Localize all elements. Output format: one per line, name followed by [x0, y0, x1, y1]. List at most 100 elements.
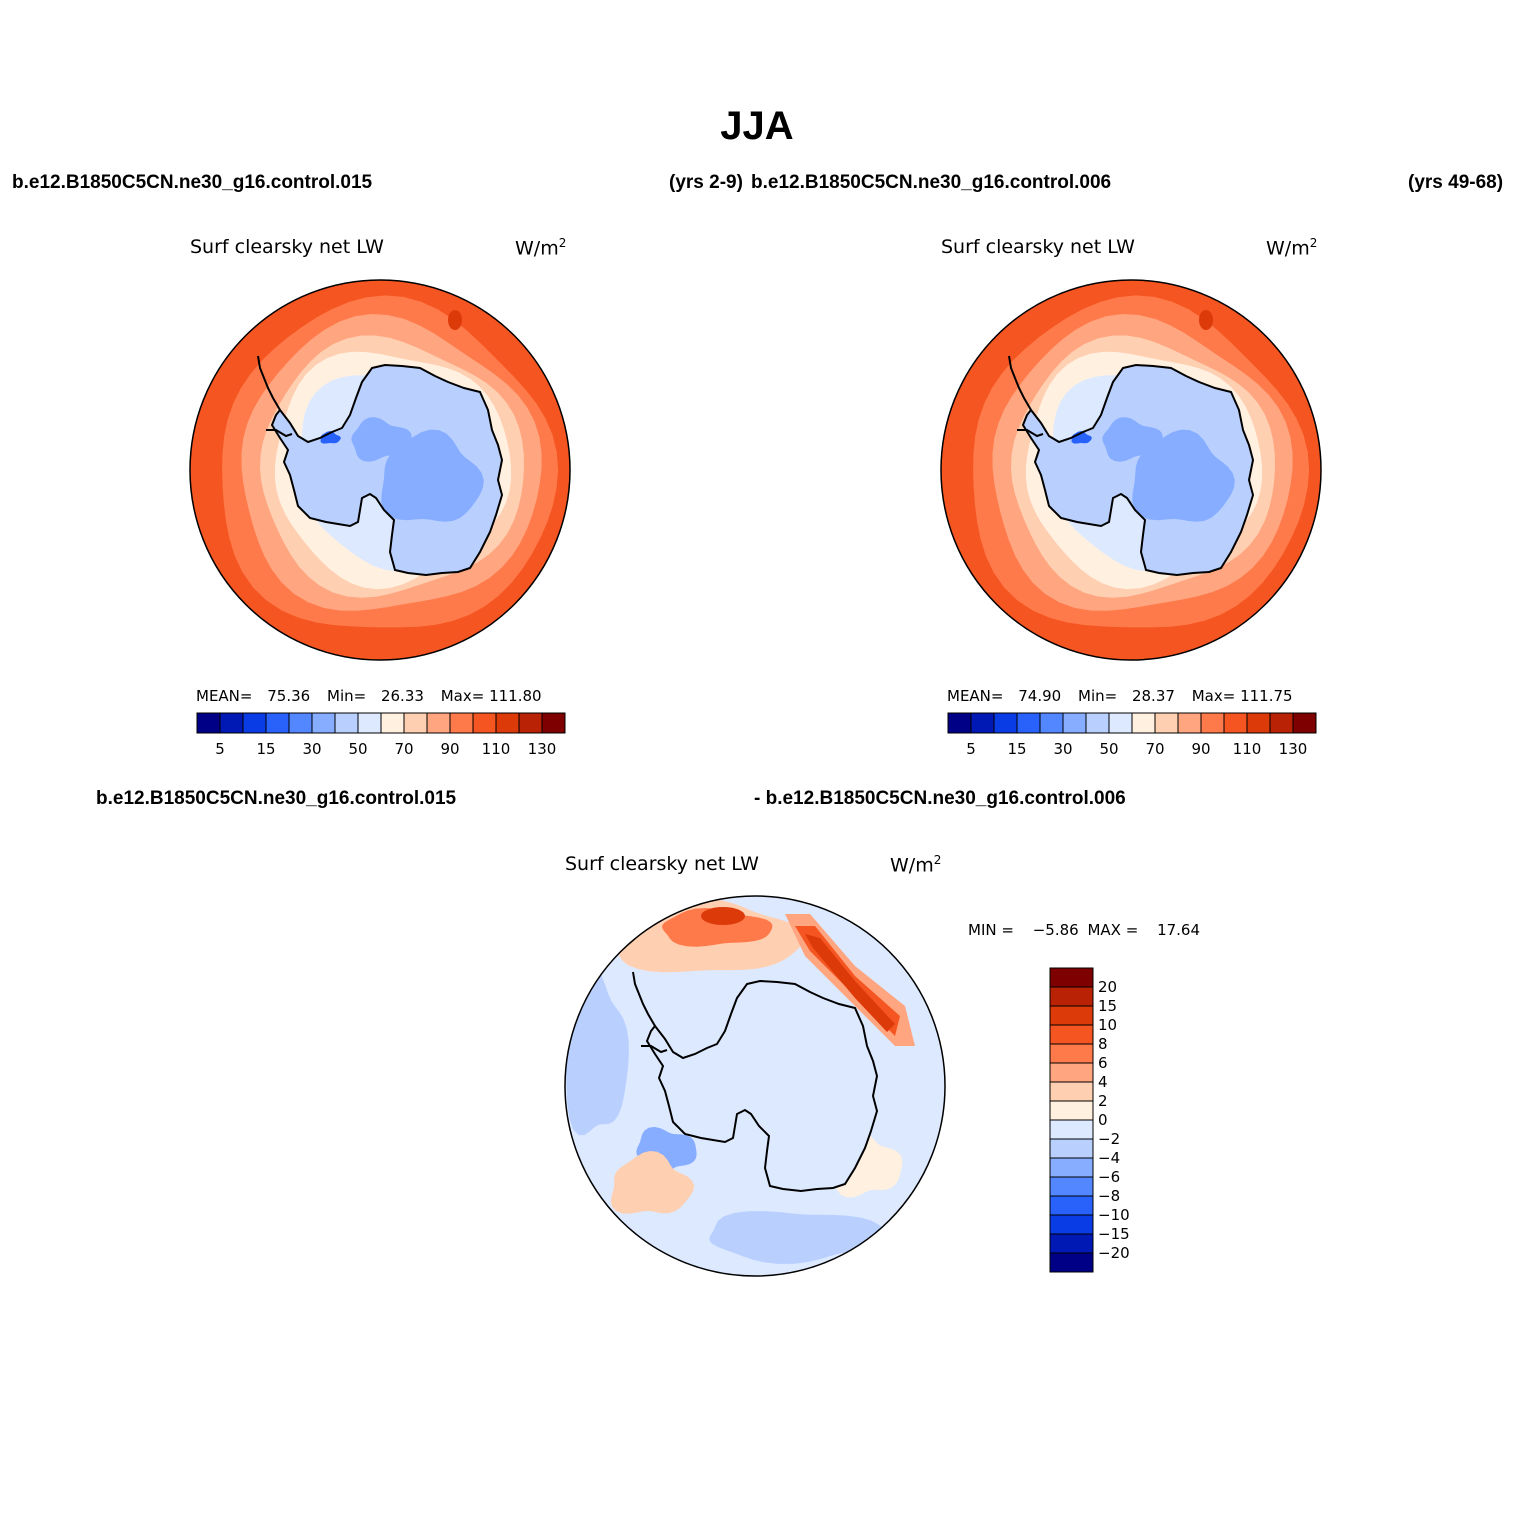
- field-band-3: [805, 934, 895, 1032]
- colorbar-box: [472, 712, 497, 734]
- colorbar-box: [1049, 1138, 1094, 1159]
- colorbar-tick-label: 70: [1145, 740, 1164, 758]
- panel1-colorbar: 5 15 30 50 70 90 110 130: [196, 712, 566, 758]
- panel1-max-label: Max=: [440, 687, 485, 705]
- panel2-max-label: Max=: [1191, 687, 1236, 705]
- colorbar-box: [1049, 1176, 1094, 1197]
- colorbar-tick-label: 15: [256, 740, 275, 758]
- case-a-years: (yrs 2-9): [669, 172, 743, 193]
- panel1-polar-map: [189, 279, 571, 661]
- colorbar-tick-label: 30: [302, 740, 321, 758]
- diff-case-a-title: b.e12.B1850C5CN.ne30_g16.control.015: [96, 788, 457, 809]
- panel1-mean-label: MEAN=: [196, 687, 253, 705]
- colorbar-tick-label: 0: [1098, 1111, 1108, 1129]
- colorbar-box: [1049, 1100, 1094, 1121]
- colorbar-box: [1039, 712, 1064, 734]
- colorbar-tick-label: 130: [1279, 740, 1308, 758]
- panel2-mean-label: MEAN=: [947, 687, 1004, 705]
- field-interior-2: [351, 417, 412, 462]
- case-b-years: (yrs 49-68): [1408, 172, 1504, 193]
- field-pos-4: [610, 1151, 695, 1214]
- colorbar-tick-label: 5: [215, 740, 225, 758]
- panel2-max-value: 111.75: [1240, 687, 1293, 705]
- colorbar-tick-label: 90: [1191, 740, 1210, 758]
- colorbar-box: [1049, 1157, 1094, 1178]
- panel3-units-exponent: 2: [933, 853, 942, 867]
- colorbar-tick-label: −8: [1098, 1187, 1120, 1205]
- antarctica-coastline: [270, 363, 504, 577]
- colorbar-box: [1246, 712, 1271, 734]
- colorbar-box: [311, 712, 336, 734]
- colorbar-tick-label: 90: [440, 740, 459, 758]
- map-border: [940, 279, 1322, 661]
- colorbar-box: [1108, 712, 1133, 734]
- colorbar-tick-label: 110: [1233, 740, 1262, 758]
- colorbar-box: [1016, 712, 1041, 734]
- panel2-min-value: 28.37: [1131, 687, 1175, 705]
- panel2-colorbar: 5 15 30 50 70 90 110 130: [947, 712, 1317, 758]
- colorbar-tick-label: 6: [1098, 1054, 1108, 1072]
- colorbar-box: [357, 712, 382, 734]
- colorbar-box: [288, 712, 313, 734]
- panel3-polar-map: [564, 895, 946, 1277]
- colorbar-box: [1049, 1062, 1094, 1083]
- colorbar-box: [403, 712, 428, 734]
- panel2-variable-label: Surf clearsky net LW: [941, 236, 1135, 258]
- colorbar-box: [1049, 967, 1094, 988]
- panel3-max-label: MAX =: [1087, 921, 1139, 939]
- map-fields: [565, 896, 945, 1276]
- colorbar-box: [1049, 1081, 1094, 1102]
- panel2-mean-value: 74.90: [1018, 687, 1062, 705]
- panel3-min-label: MIN =: [968, 921, 1014, 939]
- colorbar-box: [495, 712, 520, 734]
- antarctic-peninsula-coastline: [1008, 355, 1044, 438]
- colorbar-tick-label: −6: [1098, 1168, 1120, 1186]
- diff-case-b-title: - b.e12.B1850C5CN.ne30_g16.control.006: [754, 788, 1126, 809]
- panel3-max-value: 17.64: [1157, 921, 1201, 939]
- colorbar-box: [1049, 1119, 1094, 1140]
- panel1-variable-label: Surf clearsky net LW: [190, 236, 384, 258]
- colorbar-tick-label: 4: [1098, 1073, 1108, 1091]
- colorbar-box: [426, 712, 451, 734]
- antarctica-coastline: [1021, 363, 1255, 577]
- colorbar-tick-label: 20: [1098, 978, 1117, 996]
- panel2-units: W/m: [1266, 237, 1310, 260]
- colorbar-box: [1049, 1024, 1094, 1045]
- colorbar-tick-label: −2: [1098, 1130, 1120, 1148]
- colorbar-box: [1049, 1195, 1094, 1216]
- colorbar-box: [380, 712, 405, 734]
- colorbar-box: [541, 712, 566, 734]
- field-interior-1: [1132, 429, 1235, 522]
- colorbar-box: [1085, 712, 1110, 734]
- colorbar-box: [970, 712, 995, 734]
- colorbar-box: [196, 712, 221, 734]
- panel1-units: W/m: [515, 237, 559, 260]
- field-pos-2: [662, 908, 773, 947]
- colorbar-tick-label: 15: [1007, 740, 1026, 758]
- page-title: JJA: [720, 104, 794, 148]
- colorbar-box: [1269, 712, 1294, 734]
- panel1-mean-value: 75.36: [267, 687, 311, 705]
- colorbar-box: [334, 712, 359, 734]
- colorbar-box: [993, 712, 1018, 734]
- colorbar-tick-label: 8: [1098, 1035, 1108, 1053]
- panel1-stats: MEAN= 75.36 Min= 26.33 Max= 111.80: [196, 687, 542, 705]
- colorbar-box: [1049, 1005, 1094, 1026]
- colorbar-box: [1154, 712, 1179, 734]
- antarctic-peninsula-coastline: [257, 355, 293, 438]
- colorbar-box: [947, 712, 972, 734]
- panel2-min-label: Min=: [1078, 687, 1118, 705]
- colorbar-tick-label: 70: [394, 740, 413, 758]
- colorbar-tick-label: 15: [1098, 997, 1117, 1015]
- map-fields: [190, 280, 570, 660]
- colorbar-tick-label: −15: [1098, 1225, 1130, 1243]
- colorbar-box: [1062, 712, 1087, 734]
- case-b-title: b.e12.B1850C5CN.ne30_g16.control.006: [751, 172, 1112, 193]
- panel1-units-label: W/m2: [515, 236, 566, 259]
- panel1-min-value: 26.33: [380, 687, 424, 705]
- colorbar-tick-label: 10: [1098, 1016, 1117, 1034]
- colorbar-box: [449, 712, 474, 734]
- colorbar-box: [1049, 1214, 1094, 1235]
- colorbar-tick-label: 110: [482, 740, 511, 758]
